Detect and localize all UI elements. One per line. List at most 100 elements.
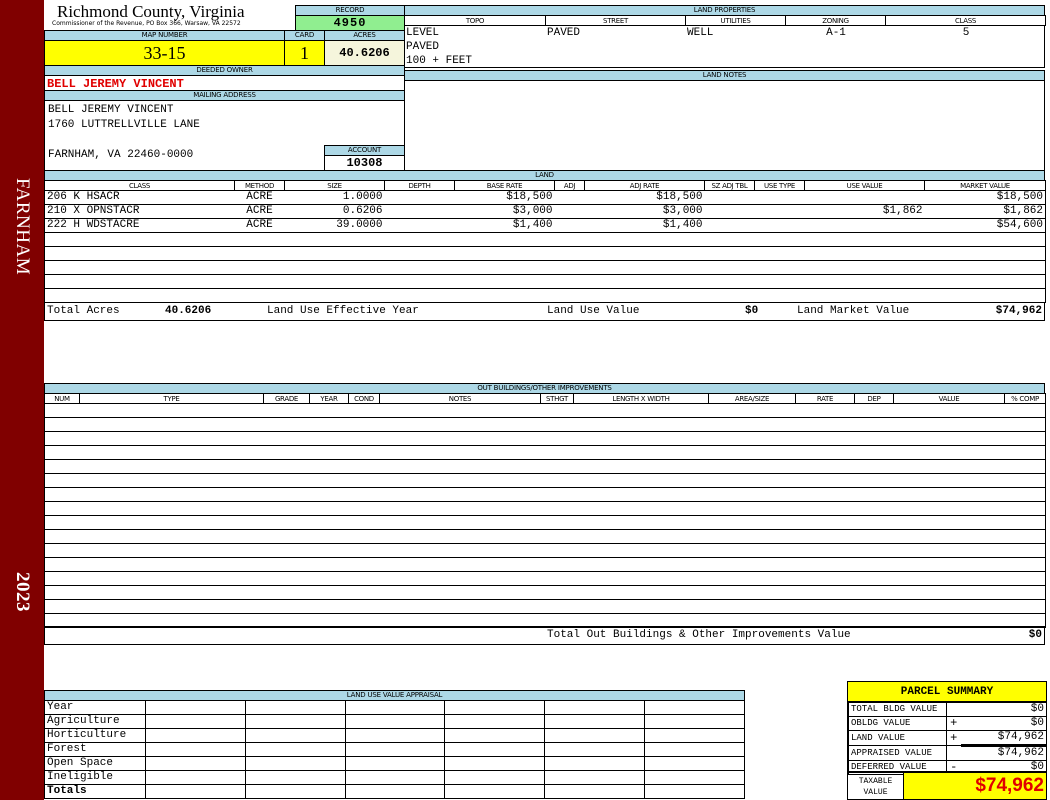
land-use-cell [644, 728, 745, 743]
outbuilding-cell [79, 585, 264, 600]
outbuilding-cell [309, 557, 349, 572]
outbuilding-col-header: NOTES [379, 393, 541, 404]
land-use-cell [145, 728, 246, 743]
summary-label: OBLDG VALUE [848, 716, 947, 731]
land-cell [924, 260, 1046, 275]
total-acres-label: Total Acres [47, 305, 120, 317]
outbuilding-row [44, 543, 1046, 558]
outbuilding-cell [263, 403, 310, 418]
land-use-cell [344, 728, 446, 743]
outbuilding-cell [348, 571, 380, 586]
outbuilding-cell [708, 613, 796, 628]
land-use-cell [444, 714, 546, 729]
outbuilding-cell [309, 529, 349, 544]
outbuilding-cell [540, 613, 574, 628]
outbuilding-col-header: RATE [795, 393, 855, 404]
land-cell [554, 260, 585, 275]
outbuilding-cell [44, 459, 80, 474]
summary-row: APPRAISED VALUE $74,962 [848, 745, 1047, 761]
land-cell: ACRE [234, 190, 285, 205]
outbuilding-cell [263, 431, 310, 446]
outbuilding-cell [854, 613, 894, 628]
outbuilding-cell [893, 613, 1005, 628]
outbuilding-cell [573, 431, 709, 446]
outbuilding-cell [309, 431, 349, 446]
land-cell [384, 260, 455, 275]
land-use-cell [444, 784, 546, 799]
land-col-header: SZ ADJ TBL [704, 180, 755, 191]
land-cell [754, 218, 805, 233]
outbuilding-cell [348, 599, 380, 614]
land-cell: $1,400 [454, 218, 555, 233]
land-use-row: Open Space [44, 756, 745, 771]
land-cell [804, 246, 925, 261]
land-market-value-label: Land Market Value [797, 305, 910, 317]
land-use-cell [145, 742, 246, 757]
outbuilding-cell [893, 487, 1005, 502]
outbuilding-cell [379, 515, 541, 530]
outbuilding-cell [379, 403, 541, 418]
outbuilding-cell [573, 571, 709, 586]
account-number: 10308 [324, 155, 405, 171]
outbuilding-row [44, 571, 1046, 586]
outbuilding-cell [573, 599, 709, 614]
land-cell [754, 190, 805, 205]
outbuilding-col-header: TYPE [79, 393, 264, 404]
outbuilding-cell [540, 445, 574, 460]
outbuilding-cell [44, 557, 80, 572]
outbuilding-col-header: % COMP [1004, 393, 1046, 404]
outbuilding-cell [854, 431, 894, 446]
outbuilding-cell [795, 599, 855, 614]
outbuilding-cell [708, 543, 796, 558]
land-cell [584, 274, 705, 289]
outbuilding-row [44, 445, 1046, 460]
outbuilding-cell [79, 613, 264, 628]
outbuilding-cell [854, 487, 894, 502]
outbuilding-col-header: AREA/SIZE [708, 393, 796, 404]
land-use-row-label: Ineligible [44, 770, 146, 785]
land-cell [454, 274, 555, 289]
land-cell [44, 288, 235, 303]
summary-row: TOTAL BLDG VALUE $0 [848, 702, 1047, 717]
land-col-header: ADJ RATE [584, 180, 705, 191]
outbuilding-cell [573, 501, 709, 516]
land-cell [554, 288, 585, 303]
outbuilding-cell [379, 613, 541, 628]
topo-values: LEVEL PAVED 100 + FEET [406, 27, 473, 67]
land-use-cell [244, 770, 346, 785]
outbuilding-cell [573, 445, 709, 460]
outbuilding-row [44, 599, 1046, 614]
outbuilding-row [44, 529, 1046, 544]
land-cell [384, 218, 455, 233]
parcel-summary-title: PARCEL SUMMARY [848, 682, 1046, 702]
land-cell [754, 260, 805, 275]
outbuilding-cell [379, 473, 541, 488]
land-use-cell [444, 770, 546, 785]
land-cell [924, 232, 1046, 247]
land-cell [234, 260, 285, 275]
summary-value: $74,962 [960, 745, 1047, 761]
outbuilding-cell [573, 557, 709, 572]
outbuilding-cell [893, 515, 1005, 530]
outbuilding-cell [854, 585, 894, 600]
outbuilding-cell [540, 417, 574, 432]
outbuilding-cell [379, 417, 541, 432]
outbuilding-cell [893, 529, 1005, 544]
outbuilding-cell [379, 599, 541, 614]
address-line: BELL JEREMY VINCENT [48, 104, 174, 116]
outbuilding-cell [44, 417, 80, 432]
land-cell [554, 204, 585, 219]
address-line: 1760 LUTTRELLVILLE LANE [48, 119, 200, 131]
land-col-header: BASE RATE [454, 180, 555, 191]
land-cell: $3,000 [454, 204, 555, 219]
col-utilities: UTILITIES [685, 15, 786, 26]
outbuilding-cell [795, 613, 855, 628]
outbuilding-cell [1004, 585, 1046, 600]
outbuilding-cell [309, 445, 349, 460]
outbuilding-cell [79, 501, 264, 516]
outbuilding-cell [893, 417, 1005, 432]
outbuilding-cell [44, 515, 80, 530]
land-cell: $18,500 [454, 190, 555, 205]
land-cell [44, 232, 235, 247]
land-use-row-label: Open Space [44, 756, 146, 771]
